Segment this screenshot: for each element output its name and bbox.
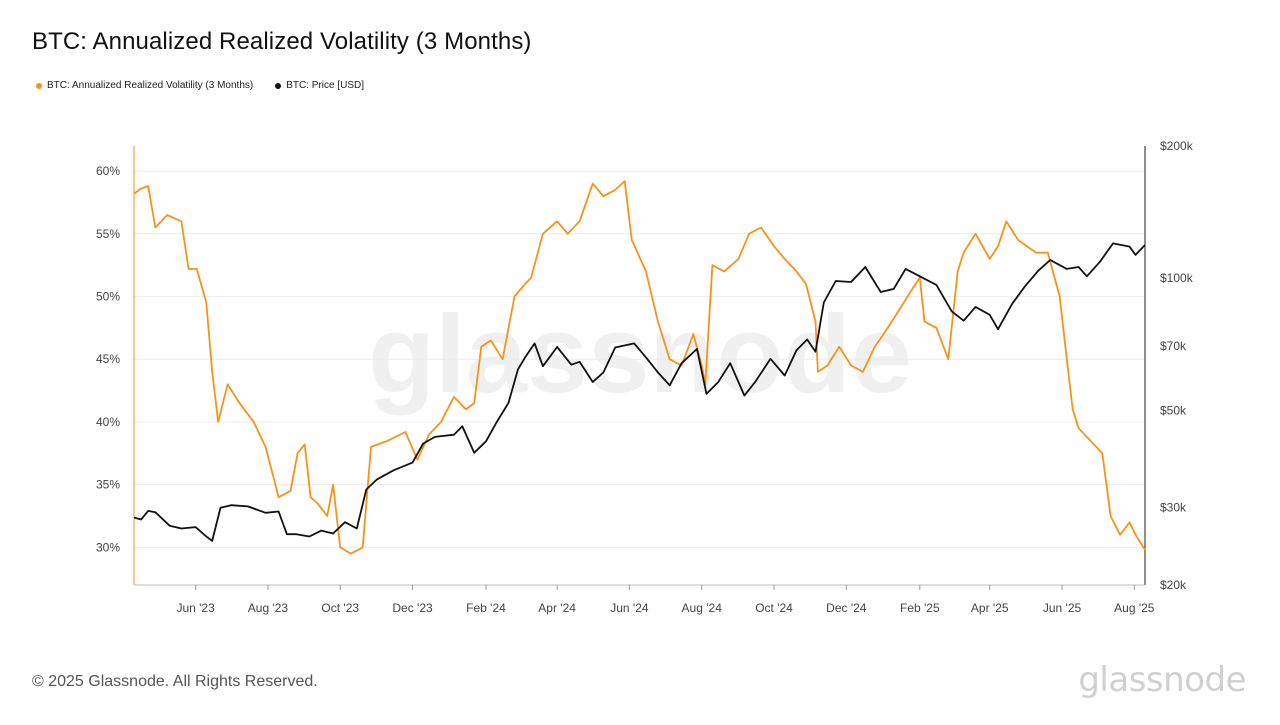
x-tick-label: Dec '24 — [826, 601, 867, 615]
legend-label-volatility: BTC: Annualized Realized Volatility (3 M… — [47, 80, 254, 91]
x-tick-label: Aug '23 — [248, 601, 289, 615]
y-right-tick-label: $200k — [1160, 139, 1194, 153]
x-tick-label: Aug '25 — [1114, 601, 1155, 615]
legend-swatch-price — [275, 82, 282, 89]
x-tick-label: Apr '25 — [971, 601, 1009, 615]
y-left-tick-label: 40% — [96, 415, 120, 429]
x-tick-label: Oct '24 — [755, 601, 793, 615]
copyright-footer: © 2025 Glassnode. All Rights Reserved. — [32, 673, 318, 690]
y-left-tick-label: 55% — [96, 227, 120, 241]
x-tick-label: Feb '24 — [466, 601, 506, 615]
y-right-tick-label: $70k — [1160, 339, 1187, 353]
legend-label-price: BTC: Price [USD] — [286, 80, 365, 91]
legend-swatch-volatility — [36, 82, 42, 89]
x-tick-label: Oct '23 — [321, 601, 359, 615]
volatility-line — [133, 180, 1146, 555]
y-left-tick-label: 50% — [96, 290, 120, 304]
legend-item-price[interactable]: BTC: Price [USD] — [275, 80, 364, 91]
y-left-tick-label: 60% — [96, 164, 120, 178]
x-tick-label: Dec '23 — [392, 601, 433, 615]
x-tick-label: Apr '24 — [538, 601, 576, 615]
y-right-tick-label: $30k — [1160, 501, 1187, 515]
legend-item-volatility[interactable]: BTC: Annualized Realized Volatility (3 M… — [36, 80, 253, 91]
brand-logo: glassnode — [1078, 660, 1246, 700]
price-line — [133, 242, 1146, 542]
y-right-tick-label: $20k — [1160, 578, 1187, 592]
chart-title: BTC: Annualized Realized Volatility (3 M… — [32, 28, 532, 55]
x-tick-label: Feb '25 — [900, 601, 940, 615]
chart-legend: BTC: Annualized Realized Volatility (3 M… — [36, 80, 364, 91]
y-left-tick-label: 45% — [96, 352, 120, 366]
x-tick-label: Jun '25 — [1043, 601, 1082, 615]
y-left-tick-label: 30% — [96, 540, 120, 554]
x-tick-label: Aug '24 — [682, 601, 723, 615]
x-tick-label: Jun '23 — [176, 601, 215, 615]
y-right-tick-label: $50k — [1160, 403, 1187, 417]
x-tick-label: Jun '24 — [610, 601, 649, 615]
y-right-tick-label: $100k — [1160, 271, 1194, 285]
y-left-tick-label: 35% — [96, 478, 120, 492]
watermark-text: glassnode — [368, 293, 912, 416]
